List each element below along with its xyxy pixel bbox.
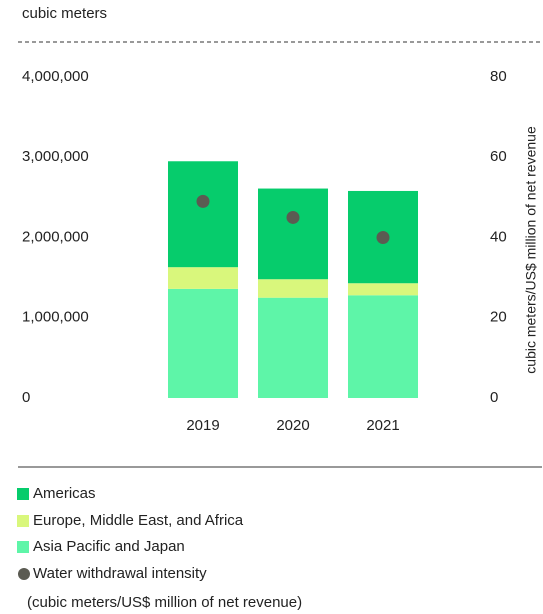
legend-marker — [17, 515, 29, 527]
y-tick-label: 2,000,000 — [22, 228, 89, 245]
bar-segment — [258, 188, 328, 280]
y2-tick-label: 40 — [490, 228, 507, 245]
intensity-point — [286, 210, 300, 224]
y-axis-label: cubic meters — [22, 5, 107, 22]
legend-marker — [17, 541, 29, 553]
y2-tick-label: 60 — [490, 148, 507, 165]
y2-axis-label: cubic meters/US$ million of net revenue — [523, 126, 539, 374]
legend-marker — [18, 568, 30, 580]
legend-marker — [17, 488, 29, 500]
y-tick-label: 0 — [22, 389, 30, 406]
y2-tick-label: 20 — [490, 309, 507, 326]
bar-segment — [168, 161, 238, 268]
intensity-point — [376, 231, 390, 244]
legend-label: Americas — [33, 485, 96, 502]
bar-segment — [168, 288, 238, 398]
x-tick-label: 2019 — [186, 417, 219, 434]
legend-label: Water withdrawal intensity — [33, 565, 207, 582]
bar-segment — [348, 283, 418, 296]
bar-segment — [168, 267, 238, 289]
y2-tick-label: 80 — [490, 68, 507, 85]
y-tick-label: 4,000,000 — [22, 68, 89, 85]
y-tick-label: 3,000,000 — [22, 148, 89, 165]
intensity-point — [196, 194, 210, 208]
legend-label: Europe, Middle East, and Africa — [33, 512, 244, 529]
x-tick-label: 2020 — [276, 417, 309, 434]
bar-segment — [258, 297, 328, 398]
legend-label: Asia Pacific and Japan — [33, 538, 185, 555]
y2-tick-label: 0 — [490, 389, 498, 406]
x-tick-label: 2021 — [366, 417, 399, 434]
y-tick-label: 1,000,000 — [22, 309, 89, 326]
bar-segment — [258, 279, 328, 298]
bar-segment — [348, 295, 418, 398]
legend-note: (cubic meters/US$ million of net revenue… — [27, 594, 302, 611]
